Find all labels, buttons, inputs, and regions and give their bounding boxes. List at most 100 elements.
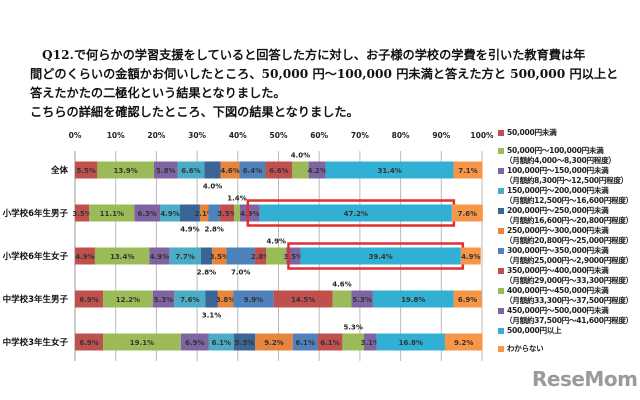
data-label: 2.8% — [251, 253, 270, 261]
legend-item: 150,000円～200,000円未満 （月額約12,500円～16,600円程度… — [498, 186, 640, 206]
legend-label: 50,000円～100,000円未満 （月額約4,000～8,300円程度） — [505, 146, 616, 165]
bar-segment — [300, 247, 461, 265]
data-label: 7.6% — [180, 296, 199, 304]
legend-item: 350,000円～400,000円未満 （月額約29,000円～33,300円程度… — [498, 266, 640, 286]
intro-text: Q12.で何らかの学習支援をしていると回答した方に対し、お子様の学校の学費を引い… — [30, 46, 630, 122]
intro-line: こちらの詳細を確認したところ、下図の結果となりました。 — [30, 105, 359, 119]
category-label: 小学校6年生女子 — [2, 251, 69, 262]
bar-segment — [292, 161, 309, 179]
legend-item: 400,000円～450,000円未満 （月額約33,300円～37,500円程度… — [498, 286, 640, 306]
bar-segment — [254, 247, 267, 265]
bar-segment — [212, 247, 227, 265]
legend-item: 200,000円～250,000円未満 （月額約16,600円～20,800円程度… — [498, 206, 640, 226]
stacked-bar-chart: 0% 10% 20% 30% 40% 50% 60% 70% 80% 90% 100% 全体 5.5% 1… — [2, 131, 494, 361]
data-label: 6.9% — [185, 339, 204, 347]
chart-legend: 50,000円未満 50,000円～100,000円未満 （月額約4,000～8,3… — [498, 128, 640, 362]
data-label: 2.8% — [197, 269, 216, 277]
bar-segment — [332, 290, 352, 308]
data-label: 13.4% — [110, 253, 134, 261]
category-label: 中学校3年生女子 — [3, 337, 69, 348]
legend-sublabel: （月額約8,300円～12,500円程度） — [505, 176, 628, 185]
data-label: 9.2% — [264, 339, 283, 347]
data-label: 3.1% — [361, 339, 380, 347]
legend-item: 100,000円～150,000円未満 （月額約8,300円～12,500円程度） — [498, 166, 640, 186]
data-label: 6.6% — [181, 167, 200, 175]
intro-line: 答えたかたの二極化という結果となりました。 — [30, 86, 286, 100]
legend-swatch — [498, 308, 504, 314]
legend-label: わからない — [507, 344, 544, 353]
bar-segment — [174, 290, 206, 308]
data-label: 4.9% — [267, 238, 286, 246]
data-label: 9.2% — [454, 339, 473, 347]
bar-segment — [134, 204, 161, 222]
data-label: 5.5% — [76, 167, 95, 175]
data-label: 6.1% — [295, 339, 314, 347]
bar-segment — [451, 204, 483, 222]
bar-segment — [217, 290, 234, 308]
bar-segment — [199, 204, 209, 222]
legend-swatch — [498, 208, 504, 214]
bar-segment — [208, 204, 220, 222]
data-label: 5.3% — [154, 296, 173, 304]
legend-swatch — [498, 188, 504, 194]
bar-segment — [453, 290, 482, 308]
data-label: 4.2% — [307, 167, 326, 175]
data-label: 4.9% — [150, 253, 169, 261]
data-label: 4.9% — [180, 226, 199, 234]
bar-segment — [460, 247, 481, 265]
legend-sublabel: （月額約4,000～8,300円程度） — [505, 156, 616, 165]
bar-segment — [75, 247, 95, 265]
bar-segment — [226, 247, 255, 265]
bar-segment — [180, 204, 200, 222]
data-label: 5.8% — [156, 167, 175, 175]
bar-segment — [208, 333, 234, 351]
bar-segment — [363, 333, 377, 351]
bar-segment — [273, 290, 333, 308]
legend-item: 300,000円～350,000円未満 （月額約25,000円～2,9000円程度… — [498, 246, 640, 266]
bar-segment — [308, 161, 326, 179]
category-label: 中学校3年生男子 — [3, 294, 69, 305]
bar-segment — [103, 290, 153, 308]
data-label: 6.9% — [79, 296, 98, 304]
data-label: 6.1% — [320, 339, 339, 347]
bar-segment — [97, 161, 154, 179]
data-label: 3.8% — [216, 296, 235, 304]
bar-segment — [152, 290, 175, 308]
data-label: 4.9% — [160, 210, 179, 218]
data-label: 6.9% — [458, 296, 477, 304]
bar-segment — [255, 333, 293, 351]
legend-sublabel: （月額約25,000円～2,9000円程度） — [505, 256, 633, 265]
data-label: 4.6% — [220, 167, 239, 175]
legend-item: 50,000円～100,000円未満 （月額約4,000～8,300円程度） — [498, 146, 640, 166]
legend-sublabel: （月額約33,300円～37,500円程度） — [505, 296, 633, 305]
legend-label: 450,000円～500,000円未満 （月額約37,500円～41,600円程度… — [505, 306, 633, 325]
bar-segment — [103, 333, 181, 351]
data-label: 5.3% — [352, 296, 371, 304]
bar-segment — [317, 333, 343, 351]
bar-segment — [153, 161, 178, 179]
legend-label: 150,000円～200,000円未満 （月額約12,500円～16,600円程度… — [505, 186, 633, 205]
data-label: 6.4% — [243, 167, 262, 175]
data-label: 1.4% — [227, 195, 246, 203]
data-label: 6.3% — [138, 210, 157, 218]
legend-swatch — [498, 268, 504, 274]
data-label: 5.3% — [235, 339, 254, 347]
data-label: 3.5% — [217, 210, 236, 218]
data-label: 39.4% — [369, 253, 393, 261]
data-label: 13.9% — [114, 167, 138, 175]
x-tick-label: 60% — [310, 131, 328, 140]
bar-segment — [160, 204, 181, 222]
bar-segment — [233, 333, 256, 351]
legend-label: 400,000円～450,000円未満 （月額約33,300円～37,500円程度… — [505, 286, 633, 305]
legend-swatch — [498, 248, 504, 254]
bar-segment — [239, 204, 260, 222]
data-label: 12.2% — [116, 296, 140, 304]
legend-label: 100,000円～150,000円未満 （月額約8,300円～12,500円程度） — [505, 166, 628, 185]
bar-segment — [342, 333, 364, 351]
legend-swatch — [498, 328, 504, 334]
resemom-logo: ReseMom — [532, 367, 638, 391]
bar-segment — [205, 290, 218, 308]
legend-swatch — [498, 168, 504, 174]
bar-segment — [239, 161, 266, 179]
category-label: 全体 — [50, 165, 69, 176]
